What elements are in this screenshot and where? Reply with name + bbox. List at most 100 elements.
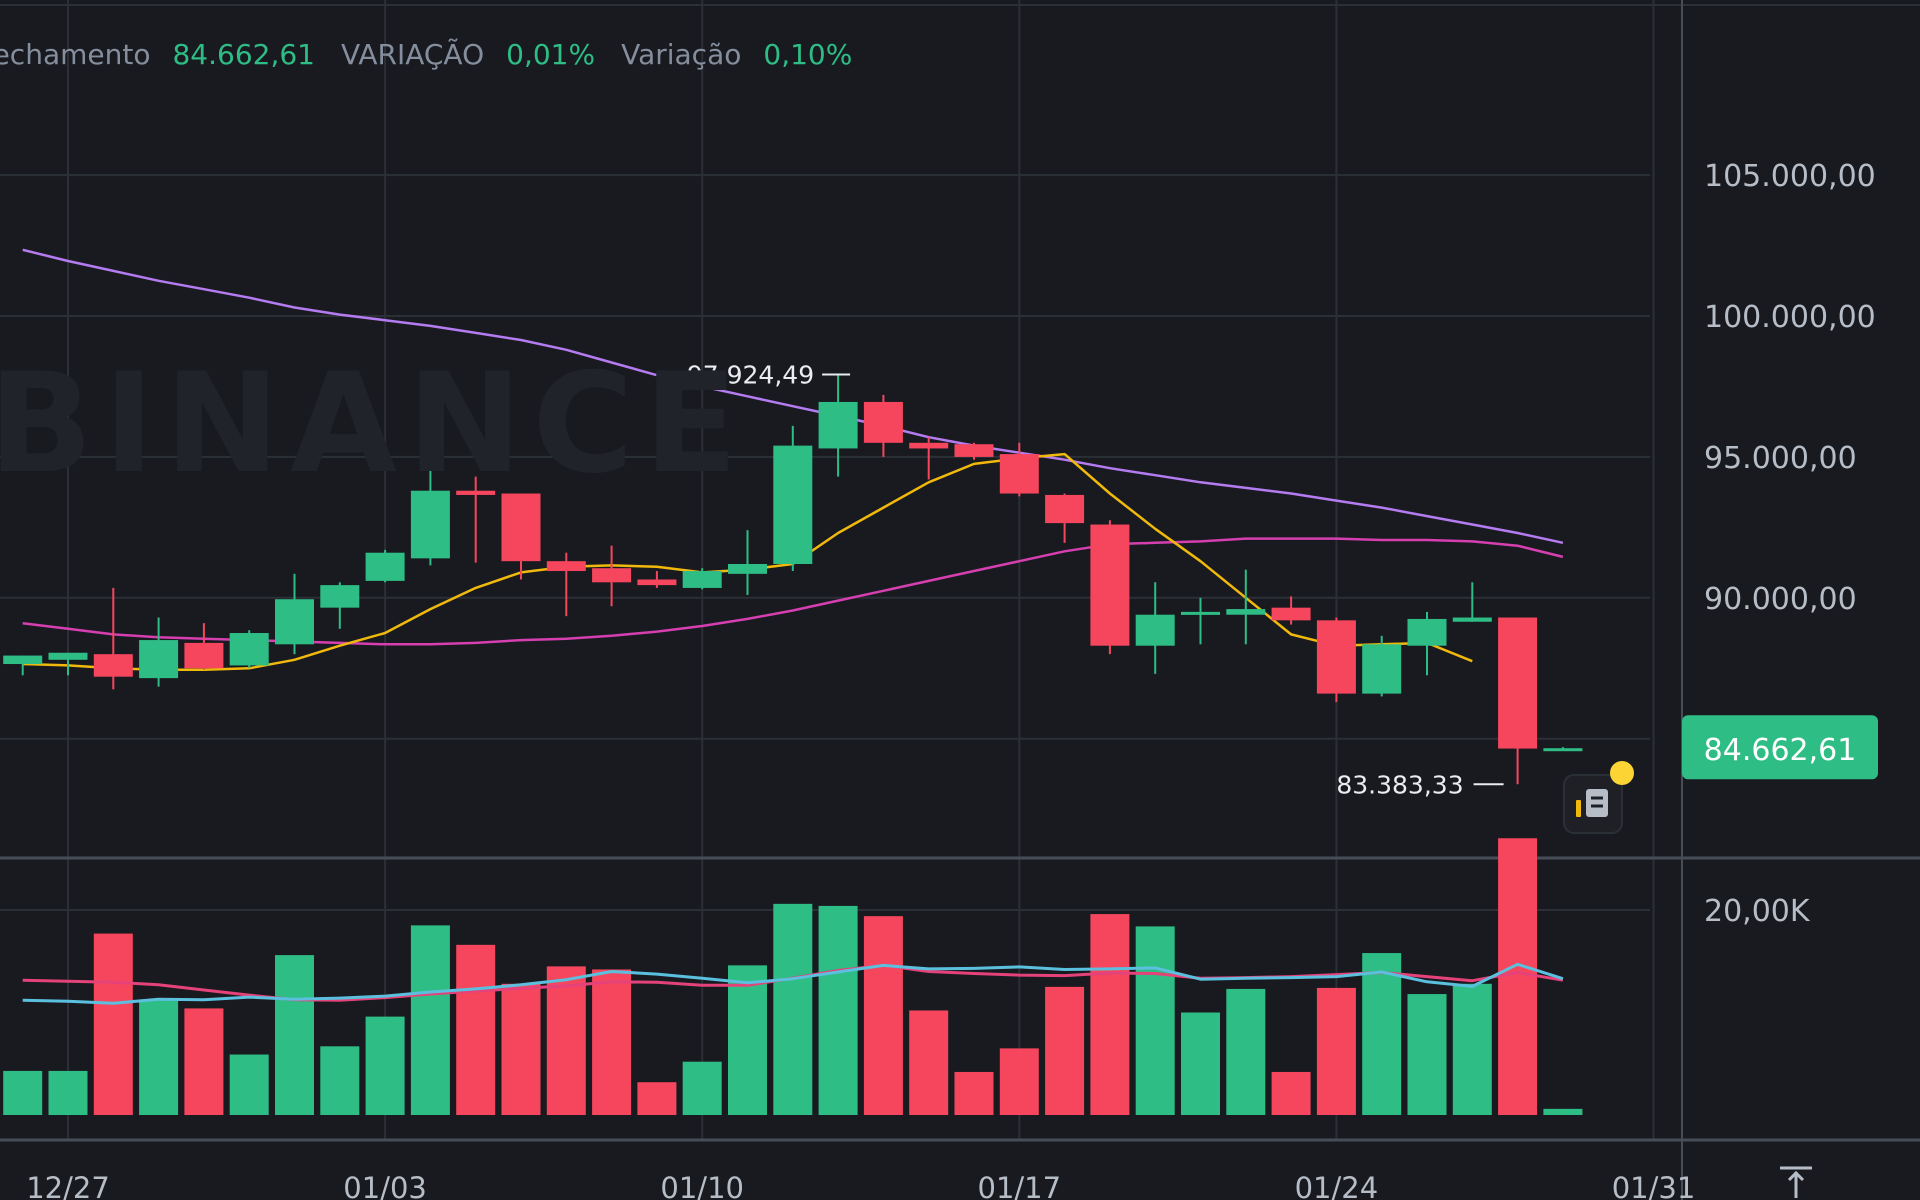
candle: [546, 552, 586, 617]
candle: [1452, 582, 1492, 622]
volume-bar: [1135, 926, 1175, 1115]
volume-bar: [1498, 838, 1538, 1115]
volume-bar: [1543, 1108, 1583, 1115]
current-price-label: 84.662,61: [1704, 733, 1857, 768]
price-tick-label: 95.000,00: [1704, 441, 1857, 476]
candle-body: [546, 561, 586, 572]
volume-ma-line: [22, 962, 1564, 1005]
news-icon-badge: [1576, 800, 1581, 817]
candle: [1226, 569, 1266, 645]
change-label: VARIAÇÃO: [340, 37, 485, 71]
volume-bar: [456, 944, 496, 1115]
candle-body: [592, 568, 632, 583]
volume-bar: [818, 905, 858, 1115]
volume-bar: [682, 1061, 722, 1115]
volume-bar: [501, 983, 541, 1115]
candle-body: [1407, 618, 1447, 646]
candle-body: [1498, 617, 1538, 749]
candle-body: [682, 571, 722, 588]
candle: [1271, 596, 1311, 625]
news-icon[interactable]: [1563, 774, 1623, 834]
volume-bar: [139, 1000, 179, 1115]
time-tick-label: 01/17: [978, 1171, 1062, 1200]
volume-bar: [728, 965, 767, 1115]
volume-bar: [229, 1054, 269, 1115]
price-tick-label: 100.000,00: [1704, 300, 1876, 335]
candle: [48, 652, 88, 676]
candle-body: [93, 654, 133, 677]
candle-body: [1543, 748, 1583, 752]
candle: [410, 462, 450, 566]
candle: [728, 530, 767, 595]
volume-bar: [1407, 994, 1447, 1115]
candle-body: [275, 599, 314, 645]
candle: [592, 545, 632, 607]
candle: [682, 568, 722, 590]
candle: [456, 476, 496, 563]
candle: [320, 582, 360, 629]
volume-bar: [999, 1048, 1039, 1115]
candle: [909, 437, 949, 480]
candle-body: [1135, 614, 1175, 646]
candle: [1135, 582, 1175, 674]
candle-body: [728, 563, 767, 574]
volume-bar: [1316, 987, 1356, 1115]
candle-body: [48, 652, 88, 660]
candle: [1543, 747, 1583, 752]
candle: [139, 617, 179, 687]
volume-bar: [773, 903, 813, 1115]
candle-body: [637, 579, 677, 586]
alert-dot-icon[interactable]: [1610, 761, 1634, 785]
time-tick-label: 01/03: [343, 1171, 427, 1200]
axes: 105.000,00 100.000,00 95.000,00 90.000,00 20…: [26, 159, 1878, 1200]
candle-body: [1452, 617, 1492, 622]
candle-body: [410, 490, 450, 559]
candle: [3, 655, 43, 676]
candle: [1316, 617, 1356, 703]
candle: [818, 374, 858, 477]
volume-bar: [546, 966, 586, 1115]
candle: [229, 630, 269, 669]
candle-body: [320, 585, 360, 608]
candle-body: [139, 640, 179, 679]
candle: [184, 623, 224, 670]
candle-body: [773, 445, 813, 564]
candle: [365, 549, 405, 583]
low-marker-label: 83.383,33: [1336, 770, 1463, 799]
watermark: BINANCE: [0, 343, 748, 504]
candle: [954, 442, 994, 460]
price-tick-label: 90.000,00: [1704, 582, 1857, 617]
volume-bar: [410, 925, 450, 1115]
candle: [1045, 493, 1085, 543]
candle: [1090, 520, 1130, 655]
high-marker-label: 97.924,49: [687, 360, 814, 389]
volume-bar: [1271, 1071, 1311, 1115]
candle: [999, 442, 1039, 497]
candle-body: [501, 493, 541, 562]
current-price-badge: [1682, 715, 1878, 780]
change-value: 0,01%: [506, 37, 596, 71]
candle-body: [954, 444, 994, 457]
volume-bar: [1181, 1012, 1220, 1115]
time-tick-label: 12/27: [26, 1171, 110, 1200]
candle: [773, 425, 813, 572]
volume-bar: [275, 955, 314, 1115]
volume-bar: [320, 1046, 360, 1115]
volume-bar: [909, 1010, 949, 1115]
volume-bar: [184, 1008, 224, 1115]
close-value: 84.662,61: [172, 37, 315, 71]
candle: [1407, 611, 1447, 676]
candle: [637, 571, 677, 588]
volume-bar: [863, 916, 903, 1115]
candle: [501, 493, 541, 580]
volume-panel: [3, 838, 1583, 1115]
axis-resize-icon[interactable]: [1780, 1166, 1812, 1198]
time-tick-label: 01/10: [660, 1171, 744, 1200]
candle-body: [1316, 620, 1356, 694]
candle: [275, 573, 314, 655]
candle-body: [229, 633, 269, 666]
candle: [1362, 635, 1402, 697]
candle-body: [1045, 494, 1085, 524]
candle-body: [909, 442, 949, 449]
